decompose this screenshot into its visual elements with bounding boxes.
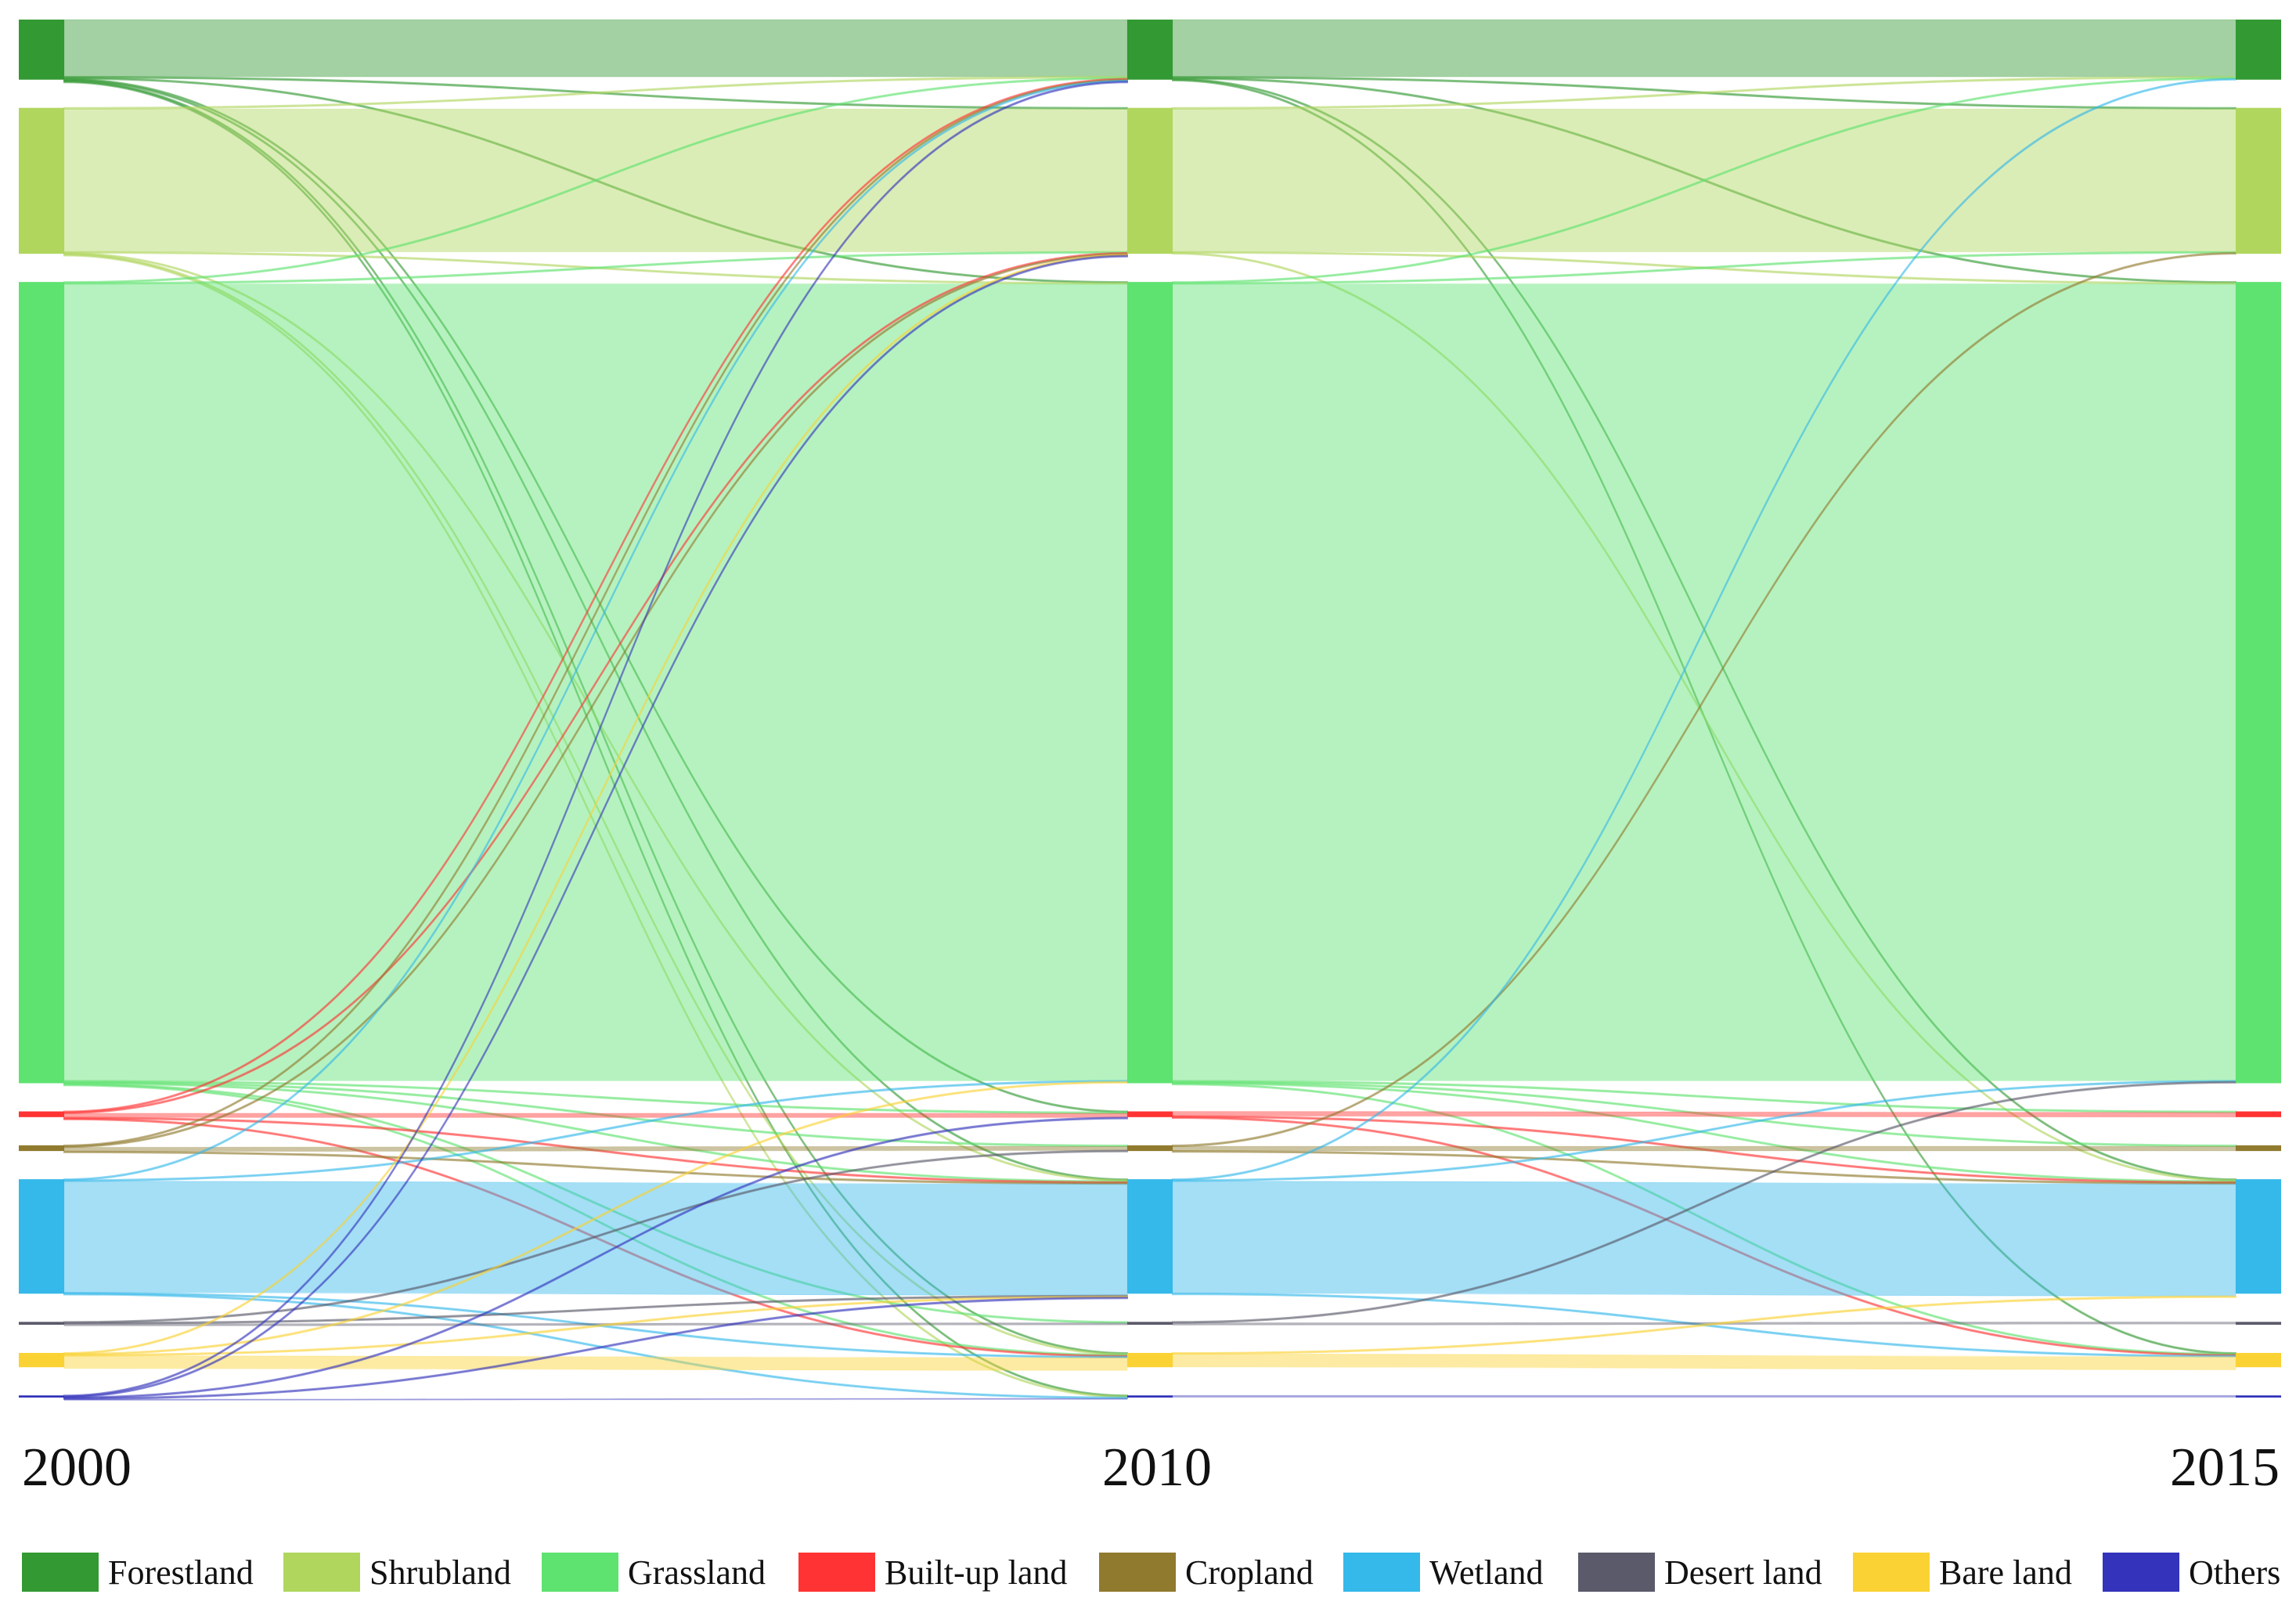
legend-item: Forestland: [22, 1553, 254, 1592]
legend-swatch: [1853, 1553, 1930, 1592]
node-2010-shrub: [1127, 107, 1173, 254]
legend-label: Forestland: [108, 1553, 254, 1592]
node-2010-desert: [1127, 1322, 1173, 1325]
legend-label: Built-up land: [885, 1553, 1067, 1592]
flow-2010-bare-to-bare: [1172, 1353, 2237, 1371]
flow-2010-grass-to-shrub: [1172, 251, 2237, 285]
legend-swatch: [1343, 1553, 1420, 1592]
node-2010-bare: [1127, 1352, 1173, 1368]
flow-2010-shrub-to-forest: [1172, 76, 2237, 110]
legend-item: Others: [2103, 1553, 2280, 1592]
legend-swatch: [2103, 1553, 2179, 1592]
flow-2010-others-to-others: [1172, 1394, 2237, 1398]
node-2015-builtup: [2236, 1111, 2281, 1117]
node-2000-others: [19, 1395, 64, 1398]
node-2010-forest: [1127, 20, 1173, 80]
node-2015-forest: [2236, 20, 2281, 80]
flow-2010-bare-to-wetland: [1172, 1295, 2237, 1355]
flow-2000-grass-to-shrub: [63, 251, 1128, 285]
node-2010-grass: [1127, 282, 1173, 1084]
year-label-2015: 2015: [2170, 1437, 2280, 1498]
legend-item: Grassland: [542, 1553, 766, 1592]
legend-swatch: [542, 1553, 618, 1592]
flow-2000-others-to-wetland: [63, 1297, 1128, 1401]
node-2015-shrub: [2236, 107, 2281, 254]
legend-item: Cropland: [1099, 1553, 1314, 1592]
flow-2000-forest-to-forest: [63, 19, 1128, 78]
legend-item: Wetland: [1343, 1553, 1544, 1592]
node-2010-builtup: [1127, 1111, 1173, 1117]
node-2000-wetland: [19, 1179, 64, 1294]
legend-label: Shrubland: [369, 1553, 511, 1592]
year-labels: 2000 2010 2015: [22, 1437, 2280, 1498]
year-label-2010: 2010: [1102, 1437, 1212, 1498]
legend: Forestland Shrubland Grassland Built-up lan…: [22, 1553, 2280, 1592]
year-label-2000: 2000: [22, 1437, 132, 1498]
legend-label: Wetland: [1429, 1553, 1544, 1592]
flow-2000-others-to-builtup: [63, 1116, 1128, 1399]
node-2010-others: [1127, 1395, 1173, 1398]
flow-2000-others-to-forest: [63, 81, 1128, 1398]
node-2015-grass: [2236, 282, 2281, 1084]
legend-label: Bare land: [1939, 1553, 2072, 1592]
flow-2000-shrub-to-forest: [63, 76, 1128, 110]
flow-2000-crop-to-crop: [63, 1145, 1128, 1152]
legend-item: Desert land: [1578, 1553, 1822, 1592]
node-2015-others: [2236, 1395, 2281, 1398]
flow-2000-others-to-others: [63, 1398, 1128, 1401]
flow-2000-bare-to-bare: [63, 1355, 1128, 1371]
node-2015-desert: [2236, 1322, 2281, 1325]
legend-swatch: [1578, 1553, 1655, 1592]
node-2015-wetland: [2236, 1179, 2281, 1294]
node-2000-grass: [19, 282, 64, 1084]
flow-2010-crop-to-crop: [1172, 1145, 2237, 1152]
flow-2000-wetland-to-wetland: [63, 1181, 1128, 1297]
flow-2000-desert-to-crop: [63, 1149, 1128, 1324]
node-2015-crop: [2236, 1145, 2281, 1152]
node-2000-crop: [19, 1145, 64, 1152]
node-2000-shrub: [19, 107, 64, 254]
legend-label: Others: [2189, 1553, 2280, 1592]
flow-2010-forest-to-forest: [1172, 19, 2237, 78]
node-2015-bare: [2236, 1352, 2281, 1368]
node-2000-desert: [19, 1322, 64, 1325]
node-2000-builtup: [19, 1111, 64, 1117]
legend-swatch: [1099, 1553, 1176, 1592]
legend-item: Bare land: [1853, 1553, 2072, 1592]
node-2010-crop: [1127, 1145, 1173, 1152]
legend-item: Built-up land: [798, 1553, 1067, 1592]
node-2010-wetland: [1127, 1179, 1173, 1294]
legend-swatch: [283, 1553, 360, 1592]
legend-label: Cropland: [1185, 1553, 1314, 1592]
sankey-nodes: [19, 20, 2281, 1398]
sankey-links: [63, 19, 2237, 1401]
flow-2010-grass-to-grass: [1172, 283, 2237, 1081]
legend-label: Grassland: [628, 1553, 766, 1592]
legend-label: Desert land: [1664, 1553, 1822, 1592]
legend-swatch: [22, 1553, 99, 1592]
flow-2010-wetland-to-wetland: [1172, 1181, 2237, 1297]
legend-item: Shrubland: [283, 1553, 511, 1592]
legend-swatch: [798, 1553, 875, 1592]
flow-2000-others-to-shrub: [63, 254, 1128, 1398]
node-2000-forest: [19, 20, 64, 80]
node-2000-bare: [19, 1352, 64, 1368]
